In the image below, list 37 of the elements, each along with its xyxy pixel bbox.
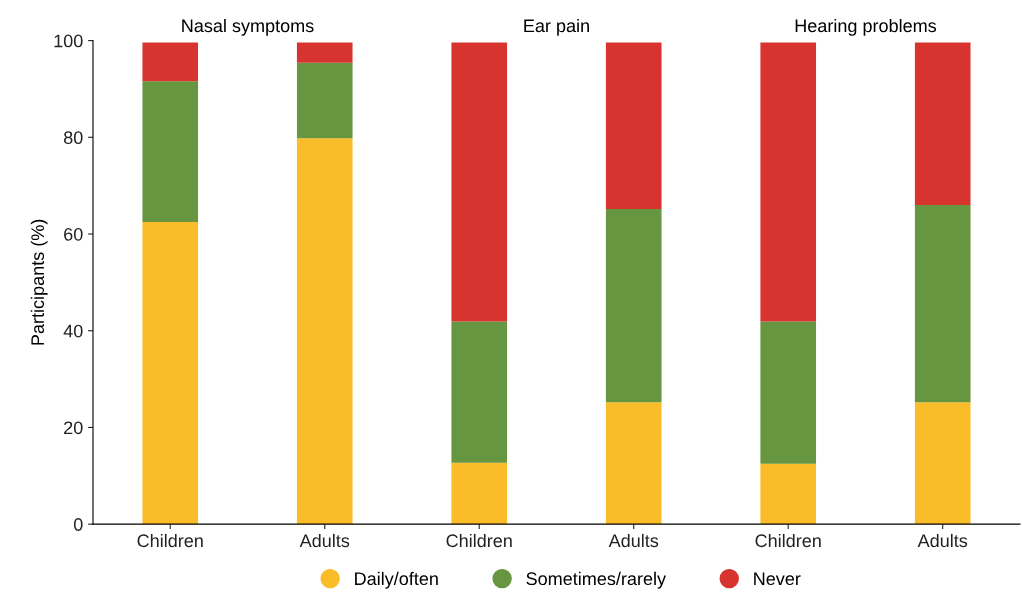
x-tick-label: Children — [137, 533, 203, 548]
bar — [605, 208, 662, 403]
text: Ear pain — [524, 18, 589, 36]
bar — [914, 402, 971, 525]
bar — [760, 321, 817, 464]
bar — [296, 62, 353, 139]
bar — [296, 42, 353, 63]
bar — [296, 138, 353, 525]
y-tick-label: 20 — [64, 421, 83, 435]
bar — [451, 42, 508, 322]
bar — [605, 402, 662, 525]
x-tick-label: Children — [755, 533, 821, 548]
legend-label: Never — [754, 572, 801, 586]
y-axis-title: Participants (%) — [30, 219, 48, 345]
y-tick-label: 60 — [64, 227, 83, 241]
bar — [760, 463, 817, 525]
y-tick-label: 40 — [63, 324, 83, 338]
legend-label: Sometimes/rarely — [526, 571, 667, 589]
text: Nasal symptoms — [182, 18, 314, 36]
x-tick-label: Adults — [917, 533, 968, 548]
x-tick-label: Adults — [299, 533, 350, 548]
y-tick-label: 0 — [73, 518, 83, 531]
bar — [142, 42, 199, 82]
y-tick-label: 80 — [63, 131, 83, 145]
y-tick-label: 100 — [54, 34, 83, 48]
bar — [914, 205, 971, 403]
bar — [760, 42, 817, 322]
bar — [451, 462, 508, 525]
bar — [142, 81, 199, 222]
x-tick-label: Adults — [608, 533, 659, 548]
x-tick-label: Children — [446, 533, 512, 548]
text: Hearing problems — [795, 18, 937, 36]
bar — [605, 42, 662, 209]
legend-label: Daily/often — [355, 571, 438, 589]
bar — [142, 221, 199, 525]
bar — [914, 42, 971, 206]
bar — [451, 321, 508, 463]
